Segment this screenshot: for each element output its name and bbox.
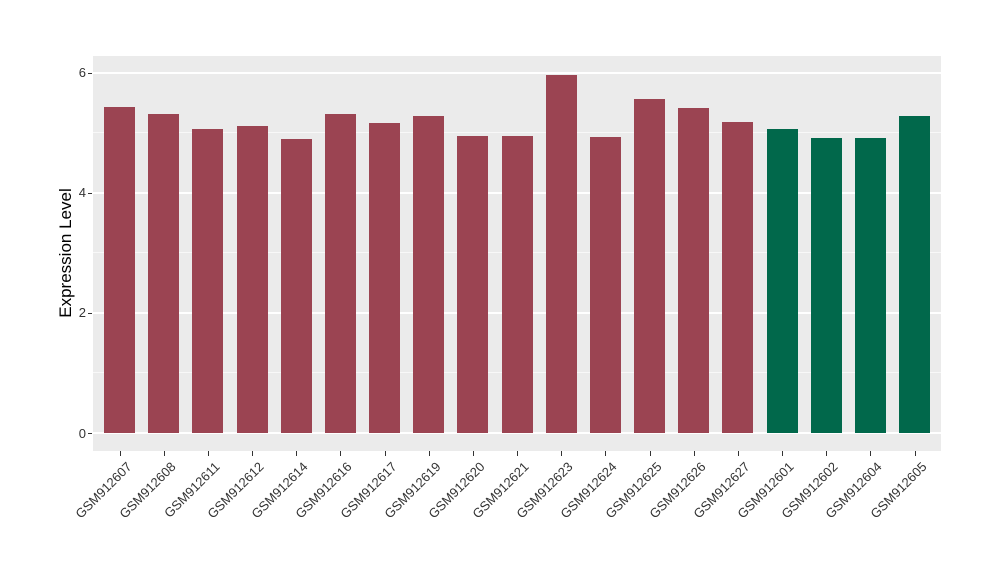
major-gridline [93,432,941,434]
bar-GSM912608 [148,113,180,433]
bar-GSM912605 [899,115,930,433]
x-tick-mark [605,451,607,456]
y-tick-mark [88,312,92,314]
major-gridline [93,71,941,74]
x-tick-mark [737,451,739,456]
x-tick-mark [163,451,165,456]
x-tick-mark [472,451,474,456]
y-tick-mark [88,433,92,434]
bar-GSM912627 [722,121,754,433]
x-tick-mark [517,451,518,456]
bar-GSM912621 [501,136,533,433]
bar-GSM912620 [457,136,489,433]
bar-GSM912607 [104,106,135,433]
minor-gridline [93,132,941,134]
y-tick-mark [88,192,92,194]
x-tick-mark [207,451,209,456]
bar-GSM912601 [766,129,798,433]
bar-GSM912617 [369,122,400,433]
y-tick-label: 2 [78,305,86,321]
bar-GSM912623 [545,74,577,433]
bar-GSM912612 [236,126,268,433]
y-tick-label: 6 [78,65,86,81]
x-tick-mark [119,451,121,456]
bar-GSM912626 [678,108,710,433]
x-tick-mark [649,451,651,456]
x-tick-mark [340,451,342,456]
bar-GSM912624 [589,136,621,433]
x-tick-mark [870,451,872,456]
bar-GSM912625 [634,99,665,433]
x-tick-mark [428,451,430,456]
bar-GSM912616 [324,113,356,433]
y-tick-label: 0 [78,425,86,441]
x-tick-mark [693,451,695,456]
x-tick-mark [296,451,298,456]
bar-GSM912604 [854,138,886,433]
bar-GSM912614 [280,138,312,433]
x-tick-mark [561,451,563,456]
x-tick-mark [384,451,386,456]
bar-GSM912611 [192,128,224,433]
bar-GSM912619 [413,115,445,433]
x-tick-mark [782,451,783,456]
bar-GSM912602 [810,138,842,433]
x-tick-mark [914,451,916,456]
plot-panel [93,56,941,451]
x-tick-mark [826,451,828,456]
y-axis-title: Expression Level [56,188,75,318]
x-tick-mark [252,451,253,456]
y-tick-label: 4 [78,185,86,201]
y-tick-mark [88,72,92,74]
